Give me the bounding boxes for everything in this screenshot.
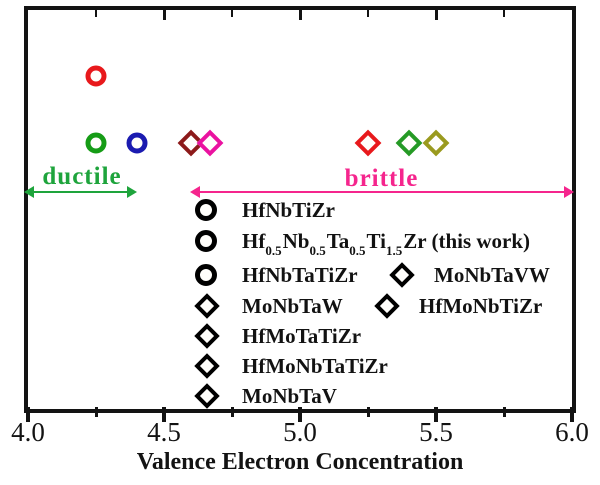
tick-mark	[230, 10, 234, 17]
x-tick-label: 5.5	[419, 417, 453, 447]
tick-mark	[162, 407, 166, 422]
legend-label: MoNbTaW	[242, 293, 343, 318]
legend-item-monbtavw: MoNbTaVW	[389, 260, 550, 290]
ductile-range-arrow	[24, 186, 137, 198]
tick-mark	[570, 407, 574, 422]
legend-label-formula: Hf0.5Nb0.5Ta0.5Ti1.5Zr (this work)	[242, 228, 531, 258]
tick-mark	[502, 10, 506, 17]
data-point-hfnbtatizr	[126, 132, 148, 154]
legend-label: HfMoTaTiZr	[242, 323, 362, 348]
green-diamond-marker-icon	[389, 262, 415, 288]
tick-mark	[94, 407, 98, 417]
tick-mark	[26, 407, 30, 422]
legend-item-hfmotatizr: HfMoTaTiZr	[194, 321, 362, 351]
tick-mark	[434, 407, 438, 422]
tick-mark	[162, 10, 166, 20]
legend-item-hfmonbtatizr: HfMoNbTaTiZr	[194, 351, 388, 381]
red-diamond-marker-icon	[194, 383, 220, 409]
legend-label: HfMoNbTiZr	[419, 293, 543, 318]
green-circle-marker-icon	[195, 199, 217, 221]
legend-label: MoNbTaV	[242, 383, 337, 408]
tick-mark	[298, 407, 302, 422]
legend-label: HfMoNbTaTiZr	[242, 353, 388, 378]
legend-item-monbtaw: MoNbTaW	[194, 291, 343, 321]
tick-mark	[366, 10, 370, 17]
brittle-range-arrow	[190, 186, 574, 198]
tick-mark	[94, 10, 98, 17]
tick-mark	[366, 407, 370, 417]
tick-mark	[298, 10, 302, 20]
olive-diamond-marker-icon	[194, 293, 220, 319]
x-tick-label: 6.0	[555, 417, 589, 447]
legend-item-hfmonbtizr: HfMoNbTiZr	[374, 291, 543, 321]
legend-item-hfnbtizr: HfNbTiZr	[195, 195, 335, 225]
legend-item-monbtav: MoNbTaV	[194, 381, 337, 411]
darkred-diamond-marker-icon	[194, 323, 220, 349]
legend-label: HfNbTaTiZr	[242, 262, 358, 287]
x-tick-label: 5.0	[283, 417, 317, 447]
legend-item-hfnbtatizr: HfNbTaTiZr	[195, 260, 358, 290]
data-point-hf05nb05ta05ti15zr	[85, 65, 107, 87]
tick-mark	[434, 10, 438, 20]
plot-frame	[24, 6, 576, 413]
red-circle-marker-icon	[195, 230, 217, 252]
orange-diamond-marker-icon	[374, 293, 400, 319]
legend-item-this-work: Hf0.5Nb0.5Ta0.5Ti1.5Zr (this work)	[195, 226, 531, 258]
x-axis-title: Valence Electron Concentration	[136, 449, 464, 475]
ductile-label: ductile	[42, 163, 122, 190]
tick-mark	[230, 407, 234, 417]
legend-label: HfNbTiZr	[242, 197, 335, 222]
brittle-label: brittle	[344, 165, 419, 192]
x-tick-label: 4.5	[147, 417, 181, 447]
legend-label: MoNbTaVW	[434, 262, 550, 287]
x-tick-label: 4.0	[11, 417, 45, 447]
tick-mark	[502, 407, 506, 417]
magenta-diamond-marker-icon	[194, 353, 220, 379]
blue-circle-marker-icon	[195, 264, 217, 286]
data-point-hfnbtizr	[85, 132, 107, 154]
